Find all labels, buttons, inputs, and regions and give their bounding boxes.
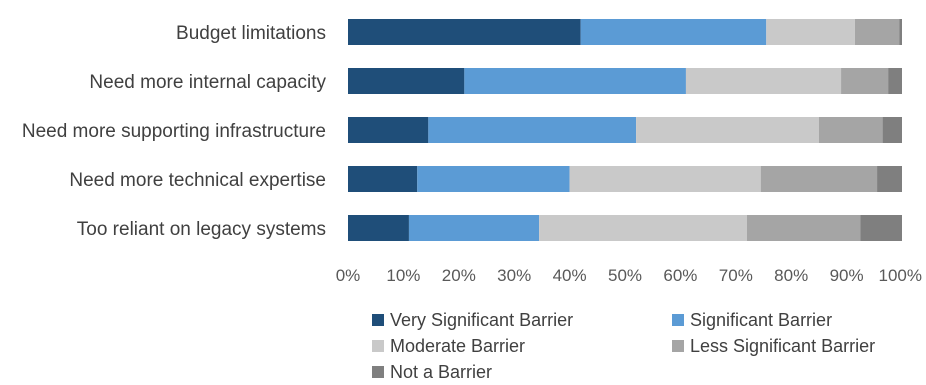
legend-item: Less Significant Barrier [672, 334, 912, 358]
legend-item: Significant Barrier [672, 308, 912, 332]
x-tick-label: 100% [879, 266, 922, 285]
legend-item: Moderate Barrier [372, 334, 672, 358]
chart-legend: Very Significant Barrier Significant Barr… [372, 308, 912, 384]
category-labels: Budget limitations Need more internal cap… [22, 23, 327, 240]
x-tick-label: 70% [719, 266, 753, 285]
legend-swatch [372, 340, 384, 352]
bar-segment [685, 68, 842, 94]
bar-segment [882, 117, 902, 143]
legend-swatch [672, 314, 684, 326]
x-tick-label: 30% [497, 266, 531, 285]
legend-label: Moderate Barrier [390, 336, 526, 356]
legend-label: Not a Barrier [390, 362, 493, 382]
bar-segment [854, 19, 900, 45]
bar-segment [569, 166, 761, 192]
bar-segment [760, 166, 878, 192]
legend-label: Less Significant Barrier [690, 336, 876, 356]
x-tick-label: 10% [386, 266, 420, 285]
bar-segment [348, 215, 409, 241]
bar-segment [899, 19, 902, 45]
bar-segment [539, 215, 747, 241]
bar-segment [428, 117, 637, 143]
legend-item: Very Significant Barrier [372, 308, 672, 332]
bar-segment [580, 19, 767, 45]
bar-segments [348, 19, 902, 241]
bar-segment [746, 215, 861, 241]
x-axis-tick-labels: 0% 10% 20% 30% 40% 50% 60% 70% 80% 90% 100% [336, 266, 922, 285]
bar-segment [888, 68, 902, 94]
bar-segment [766, 19, 855, 45]
legend-label: Very Significant Barrier [390, 310, 574, 330]
x-tick-label: 60% [663, 266, 697, 285]
bar-segment [464, 68, 686, 94]
bar-segment [348, 19, 581, 45]
bar-segment [348, 117, 429, 143]
x-tick-label: 40% [553, 266, 587, 285]
bar-segment [877, 166, 902, 192]
category-label: Need more technical expertise [69, 170, 326, 191]
legend-label: Significant Barrier [690, 310, 833, 330]
bar-segment [636, 117, 819, 143]
bar-segment [818, 117, 883, 143]
category-label: Need more internal capacity [89, 72, 326, 93]
legend-swatch [372, 366, 384, 378]
legend-swatch [372, 314, 384, 326]
bar-segment [348, 68, 465, 94]
x-tick-label: 0% [336, 266, 361, 285]
legend-item: Not a Barrier [372, 360, 672, 384]
bar-segment [860, 215, 902, 241]
x-tick-label: 50% [608, 266, 642, 285]
category-label: Budget limitations [176, 23, 326, 44]
category-label: Too reliant on legacy systems [77, 219, 326, 240]
x-tick-label: 90% [830, 266, 864, 285]
legend-swatch [672, 340, 684, 352]
bar-segment [841, 68, 889, 94]
bar-segment [348, 166, 418, 192]
bar-segment [408, 215, 540, 241]
bar-segment [417, 166, 570, 192]
x-tick-label: 20% [442, 266, 476, 285]
x-tick-label: 80% [774, 266, 808, 285]
category-label: Need more supporting infrastructure [22, 121, 326, 142]
